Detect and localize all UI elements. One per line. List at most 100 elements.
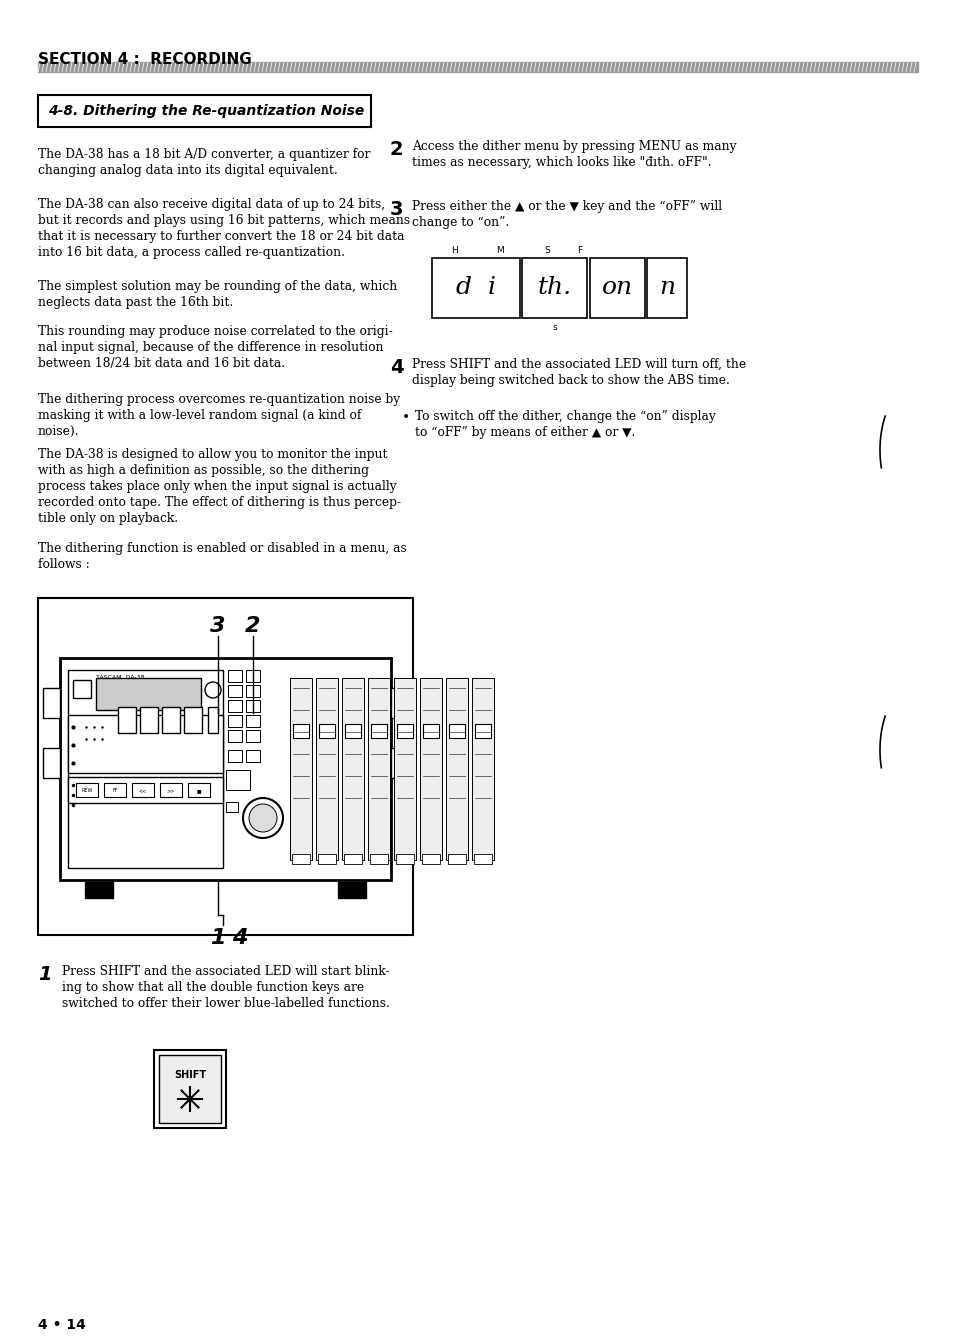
Text: This rounding may produce noise correlated to the origi-
nal input signal, becau: This rounding may produce noise correlat… (38, 325, 393, 370)
Bar (422, 723, 438, 738)
Bar (396, 723, 413, 738)
Bar (60, 658, 391, 880)
Bar (394, 678, 416, 860)
Text: •: • (401, 411, 410, 424)
Bar (318, 723, 335, 738)
Text: REW: REW (81, 789, 92, 793)
Circle shape (205, 682, 221, 698)
Bar (344, 854, 361, 864)
Bar (160, 782, 182, 797)
Bar (96, 678, 201, 710)
Bar (589, 258, 644, 318)
Bar (43, 747, 60, 778)
Text: F: F (577, 246, 582, 255)
Bar (140, 707, 158, 733)
Text: 4-8. Dithering the Re-quantization Noise: 4-8. Dithering the Re-quantization Noise (48, 103, 364, 118)
Bar (475, 723, 491, 738)
Bar (395, 854, 414, 864)
Text: Press either the ▲ or the ▼ key and the “oFF” will
change to “on”.: Press either the ▲ or the ▼ key and the … (412, 200, 721, 229)
Text: ■: ■ (196, 789, 201, 793)
Bar (132, 782, 153, 797)
Text: H: H (451, 246, 457, 255)
Text: S: S (543, 246, 549, 255)
Bar (246, 730, 260, 742)
Bar (208, 707, 218, 733)
Bar (419, 678, 441, 860)
Text: FF: FF (112, 789, 117, 793)
Bar (228, 684, 242, 696)
Bar (341, 678, 364, 860)
Bar (345, 723, 360, 738)
Circle shape (243, 798, 283, 837)
Text: TASCAM  DA-38: TASCAM DA-38 (96, 675, 144, 680)
Bar (371, 723, 387, 738)
Text: 3: 3 (210, 616, 226, 636)
Bar (228, 670, 242, 682)
Bar (448, 854, 465, 864)
Bar (38, 599, 413, 935)
Bar (228, 701, 242, 713)
Text: 3: 3 (390, 200, 403, 219)
Bar (68, 777, 223, 803)
Bar (188, 782, 210, 797)
Bar (521, 258, 586, 318)
Bar (246, 715, 260, 727)
Bar (391, 747, 408, 778)
Bar (68, 670, 223, 868)
Text: th.: th. (537, 276, 571, 299)
Bar (118, 707, 136, 733)
Text: 4: 4 (390, 358, 403, 377)
Bar (246, 701, 260, 713)
Text: M: M (496, 246, 503, 255)
Text: d  i: d i (456, 276, 496, 299)
Text: >>: >> (167, 789, 175, 793)
Bar (421, 854, 439, 864)
Text: Press SHIFT and the associated LED will turn off, the
display being switched bac: Press SHIFT and the associated LED will … (412, 358, 745, 386)
Bar (104, 782, 126, 797)
Text: The DA-38 has a 18 bit A/D converter, a quantizer for
changing analog data into : The DA-38 has a 18 bit A/D converter, a … (38, 148, 370, 177)
Bar (228, 750, 242, 762)
Bar (76, 782, 98, 797)
Bar (646, 258, 686, 318)
Bar (290, 678, 312, 860)
Bar (246, 684, 260, 696)
Bar (449, 723, 464, 738)
Text: Access the dither menu by pressing MENU as many
times as necessary, which looks : Access the dither menu by pressing MENU … (412, 140, 736, 169)
Text: s: s (552, 323, 557, 331)
Text: 2: 2 (390, 140, 403, 158)
Bar (370, 854, 388, 864)
Bar (315, 678, 337, 860)
Text: To switch off the dither, change the “on” display
to “oFF” by means of either ▲ : To switch off the dither, change the “on… (415, 411, 715, 439)
Bar (472, 678, 494, 860)
Bar (337, 882, 366, 898)
Text: SECTION 4 :  RECORDING: SECTION 4 : RECORDING (38, 52, 252, 67)
Bar (474, 854, 492, 864)
Text: 2: 2 (245, 616, 260, 636)
Bar (317, 854, 335, 864)
Bar (246, 670, 260, 682)
Bar (159, 1055, 221, 1123)
Bar (228, 715, 242, 727)
Text: The dithering function is enabled or disabled in a menu, as
follows :: The dithering function is enabled or dis… (38, 542, 406, 570)
Text: SHIFT: SHIFT (173, 1070, 206, 1080)
Bar (292, 854, 310, 864)
Text: <<: << (139, 789, 147, 793)
Bar (391, 688, 408, 718)
Text: The dithering process overcomes re-quantization noise by
masking it with a low-l: The dithering process overcomes re-quant… (38, 393, 399, 437)
Bar (184, 707, 202, 733)
Text: Press SHIFT and the associated LED will start blink-
ing to show that all the do: Press SHIFT and the associated LED will … (62, 965, 390, 1011)
Text: 4: 4 (232, 929, 248, 947)
Bar (68, 715, 223, 773)
Bar (38, 62, 917, 72)
Bar (246, 750, 260, 762)
Bar (226, 803, 237, 812)
Text: The DA-38 can also receive digital data of up to 24 bits,
but it records and pla: The DA-38 can also receive digital data … (38, 199, 410, 259)
Bar (432, 258, 519, 318)
Bar (73, 680, 91, 698)
Bar (293, 723, 309, 738)
Bar (228, 730, 242, 742)
Bar (446, 678, 468, 860)
Text: The DA-38 is designed to allow you to monitor the input
with as high a definitio: The DA-38 is designed to allow you to mo… (38, 448, 400, 525)
Text: on: on (601, 276, 633, 299)
Bar (38, 95, 371, 127)
